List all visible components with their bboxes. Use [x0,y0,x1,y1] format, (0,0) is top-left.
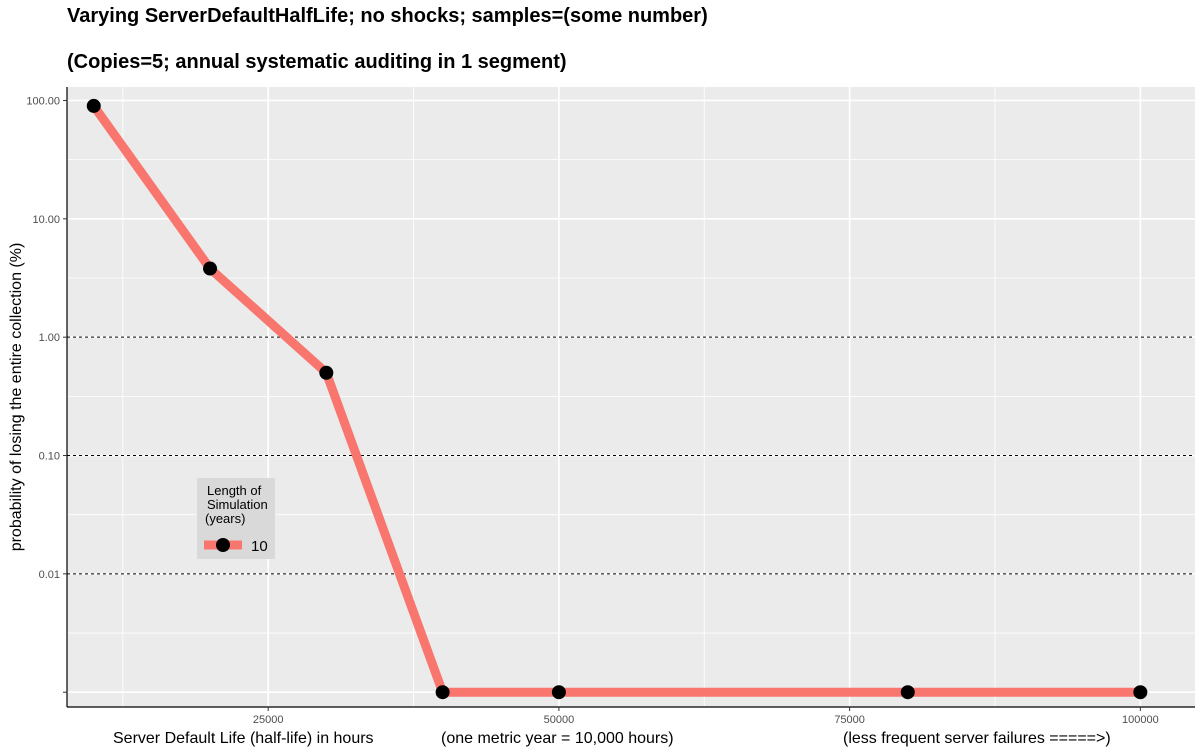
legend-title-line: (years) [205,511,245,526]
y-tick-label: 10.00 [32,214,60,226]
data-point [551,685,566,700]
data-point [203,261,218,276]
y-tick-label: 0.10 [39,451,60,463]
data-point [86,98,101,113]
data-point [319,365,334,380]
x-tick-label: 25000 [253,714,284,726]
dashed-reference-lines [67,336,1195,575]
y-tick-label: 100.00 [26,95,60,107]
data-point [1133,685,1148,700]
x-axis-label-part-3: (less frequent server failures =====>) [843,730,1111,747]
data-point [435,685,450,700]
y-tick-label: 0.01 [39,569,60,581]
plot-panel [67,87,1195,707]
x-tick-label: 50000 [544,714,575,726]
legend-title-line: Simulation [207,497,268,512]
chart-title: Varying ServerDefaultHalfLife; no shocks… [67,5,708,27]
x-axis-label-part-1: Server Default Life (half-life) in hours [113,730,374,747]
data-point [900,685,915,700]
axes: 25000 50000 75000 100000 0.01 0.10 1.00 10.00 10… [26,87,1195,726]
legend-point-key [216,538,230,552]
x-tick-label: 100000 [1122,714,1159,726]
series-group [86,98,1148,700]
x-tick-label: 75000 [834,714,865,726]
chart-subtitle: (Copies=5; annual systematic auditing in… [67,51,567,73]
x-axis-label-part-2: (one metric year = 10,000 hours) [441,730,674,747]
y-tick-label: 1.00 [39,332,60,344]
legend-title-line: Length of [207,483,262,498]
legend-entry-label: 10 [251,538,268,555]
axis-labels: Server Default Life (half-life) in hours… [8,243,1111,747]
y-axis-label: probability of losing the entire collect… [8,243,25,552]
